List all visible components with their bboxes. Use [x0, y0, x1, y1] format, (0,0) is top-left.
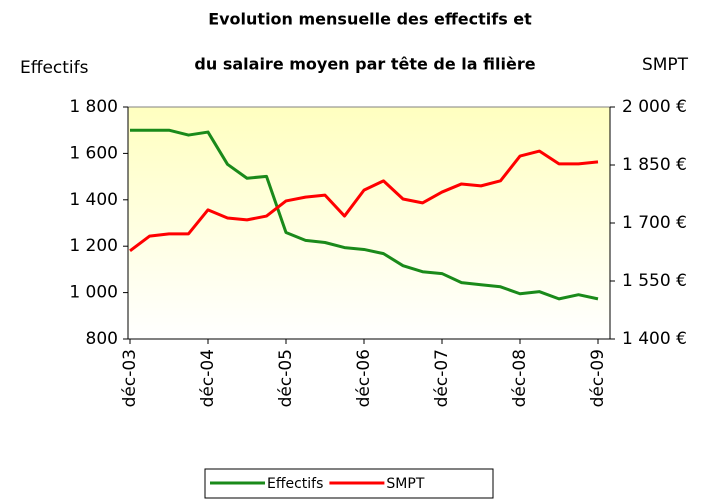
chart-subtitle: du salaire moyen par tête de la filière: [194, 55, 535, 74]
chart-title: Evolution mensuelle des effectifs et: [208, 10, 532, 29]
legend-label: Effectifs: [267, 476, 323, 492]
y-tick-label: 800: [86, 329, 118, 349]
y2-tick-label: 1 700 €: [622, 213, 687, 233]
y2-tick-label: 2 000 €: [622, 97, 687, 117]
x-tick-label: déc-09: [588, 349, 608, 407]
legend-label: SMPT: [386, 476, 424, 492]
x-tick-label: déc-03: [120, 349, 140, 407]
y-tick-label: 1 600: [69, 143, 118, 163]
y-tick-label: 1 000: [69, 283, 118, 303]
y2-tick-label: 1 850 €: [622, 155, 687, 175]
y-tick-label: 1 400: [69, 190, 118, 210]
plot-area: [127, 106, 611, 340]
x-tick-label: déc-06: [354, 349, 374, 407]
y2-tick-label: 1 550 €: [622, 271, 687, 291]
y-tick-label: 1 200: [69, 236, 118, 256]
y2-axis-title: SMPT: [642, 55, 689, 75]
line-series: [129, 149, 599, 253]
y2-tick-label: 1 400 €: [622, 329, 687, 349]
x-tick-label: déc-07: [432, 349, 452, 407]
x-tick-label: déc-05: [276, 349, 296, 407]
x-tick-label: déc-04: [198, 349, 218, 407]
y-tick-label: 1 800: [69, 97, 118, 117]
y-axis-title: Effectifs: [20, 58, 89, 78]
line-series: [130, 128, 599, 301]
x-tick-label: déc-08: [510, 349, 530, 407]
